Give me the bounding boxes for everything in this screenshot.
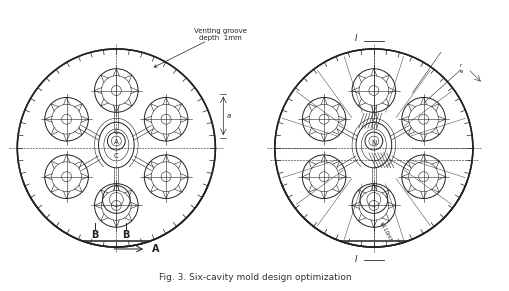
Text: I: I [354, 33, 357, 42]
Text: φ110H7: φ110H7 [378, 221, 392, 243]
Text: I: I [354, 255, 357, 265]
Text: N: N [371, 140, 376, 146]
Text: Fig. 3. Six-cavity mold design optimization: Fig. 3. Six-cavity mold design optimizat… [158, 273, 351, 282]
Text: B: B [91, 230, 98, 240]
Text: a: a [227, 113, 231, 119]
Text: B: B [122, 230, 130, 240]
Text: r
e: r e [459, 63, 462, 74]
Text: A: A [114, 139, 119, 145]
Text: C: C [114, 129, 119, 135]
Text: A: A [152, 244, 159, 254]
Text: Venting groove
depth  1mm: Venting groove depth 1mm [154, 28, 246, 67]
Text: C: C [114, 153, 119, 159]
